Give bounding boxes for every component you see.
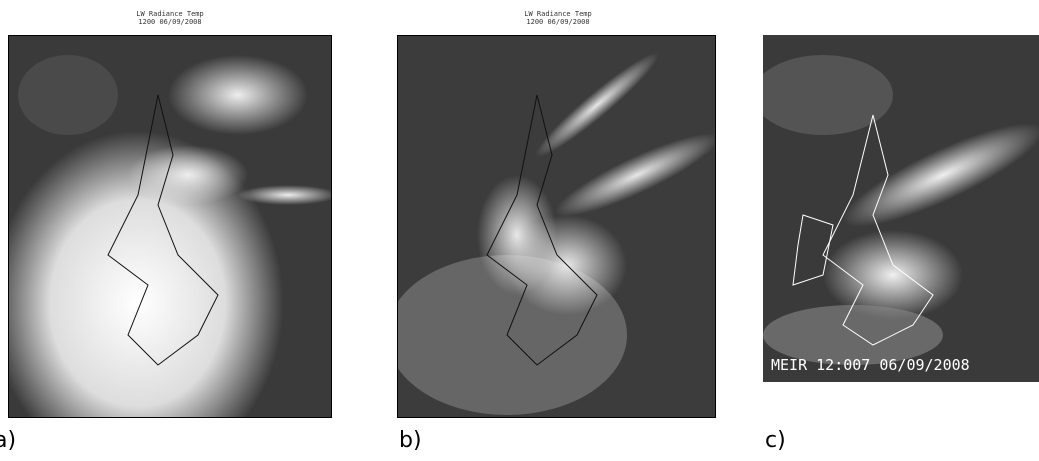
satellite-image <box>8 35 332 418</box>
satellite-image <box>397 35 716 418</box>
panel-title: LW Radiance Temp 1200 06/09/2008 <box>100 10 240 26</box>
panel-label: c) <box>765 428 786 453</box>
title-line: 1200 06/09/2008 <box>526 18 590 26</box>
title-line: 1200 06/09/2008 <box>138 18 202 26</box>
image-overlay-text: MEIR 12:007 06/09/2008 <box>771 356 970 374</box>
title-line: LW Radiance Temp <box>524 10 592 18</box>
title-line: LW Radiance Temp <box>136 10 204 18</box>
panel-label: b) <box>399 428 422 453</box>
panel-title: LW Radiance Temp 1200 06/09/2008 <box>488 10 628 26</box>
satellite-image: MEIR 12:007 06/09/2008 <box>763 35 1039 382</box>
panel-label: a) <box>0 428 17 453</box>
